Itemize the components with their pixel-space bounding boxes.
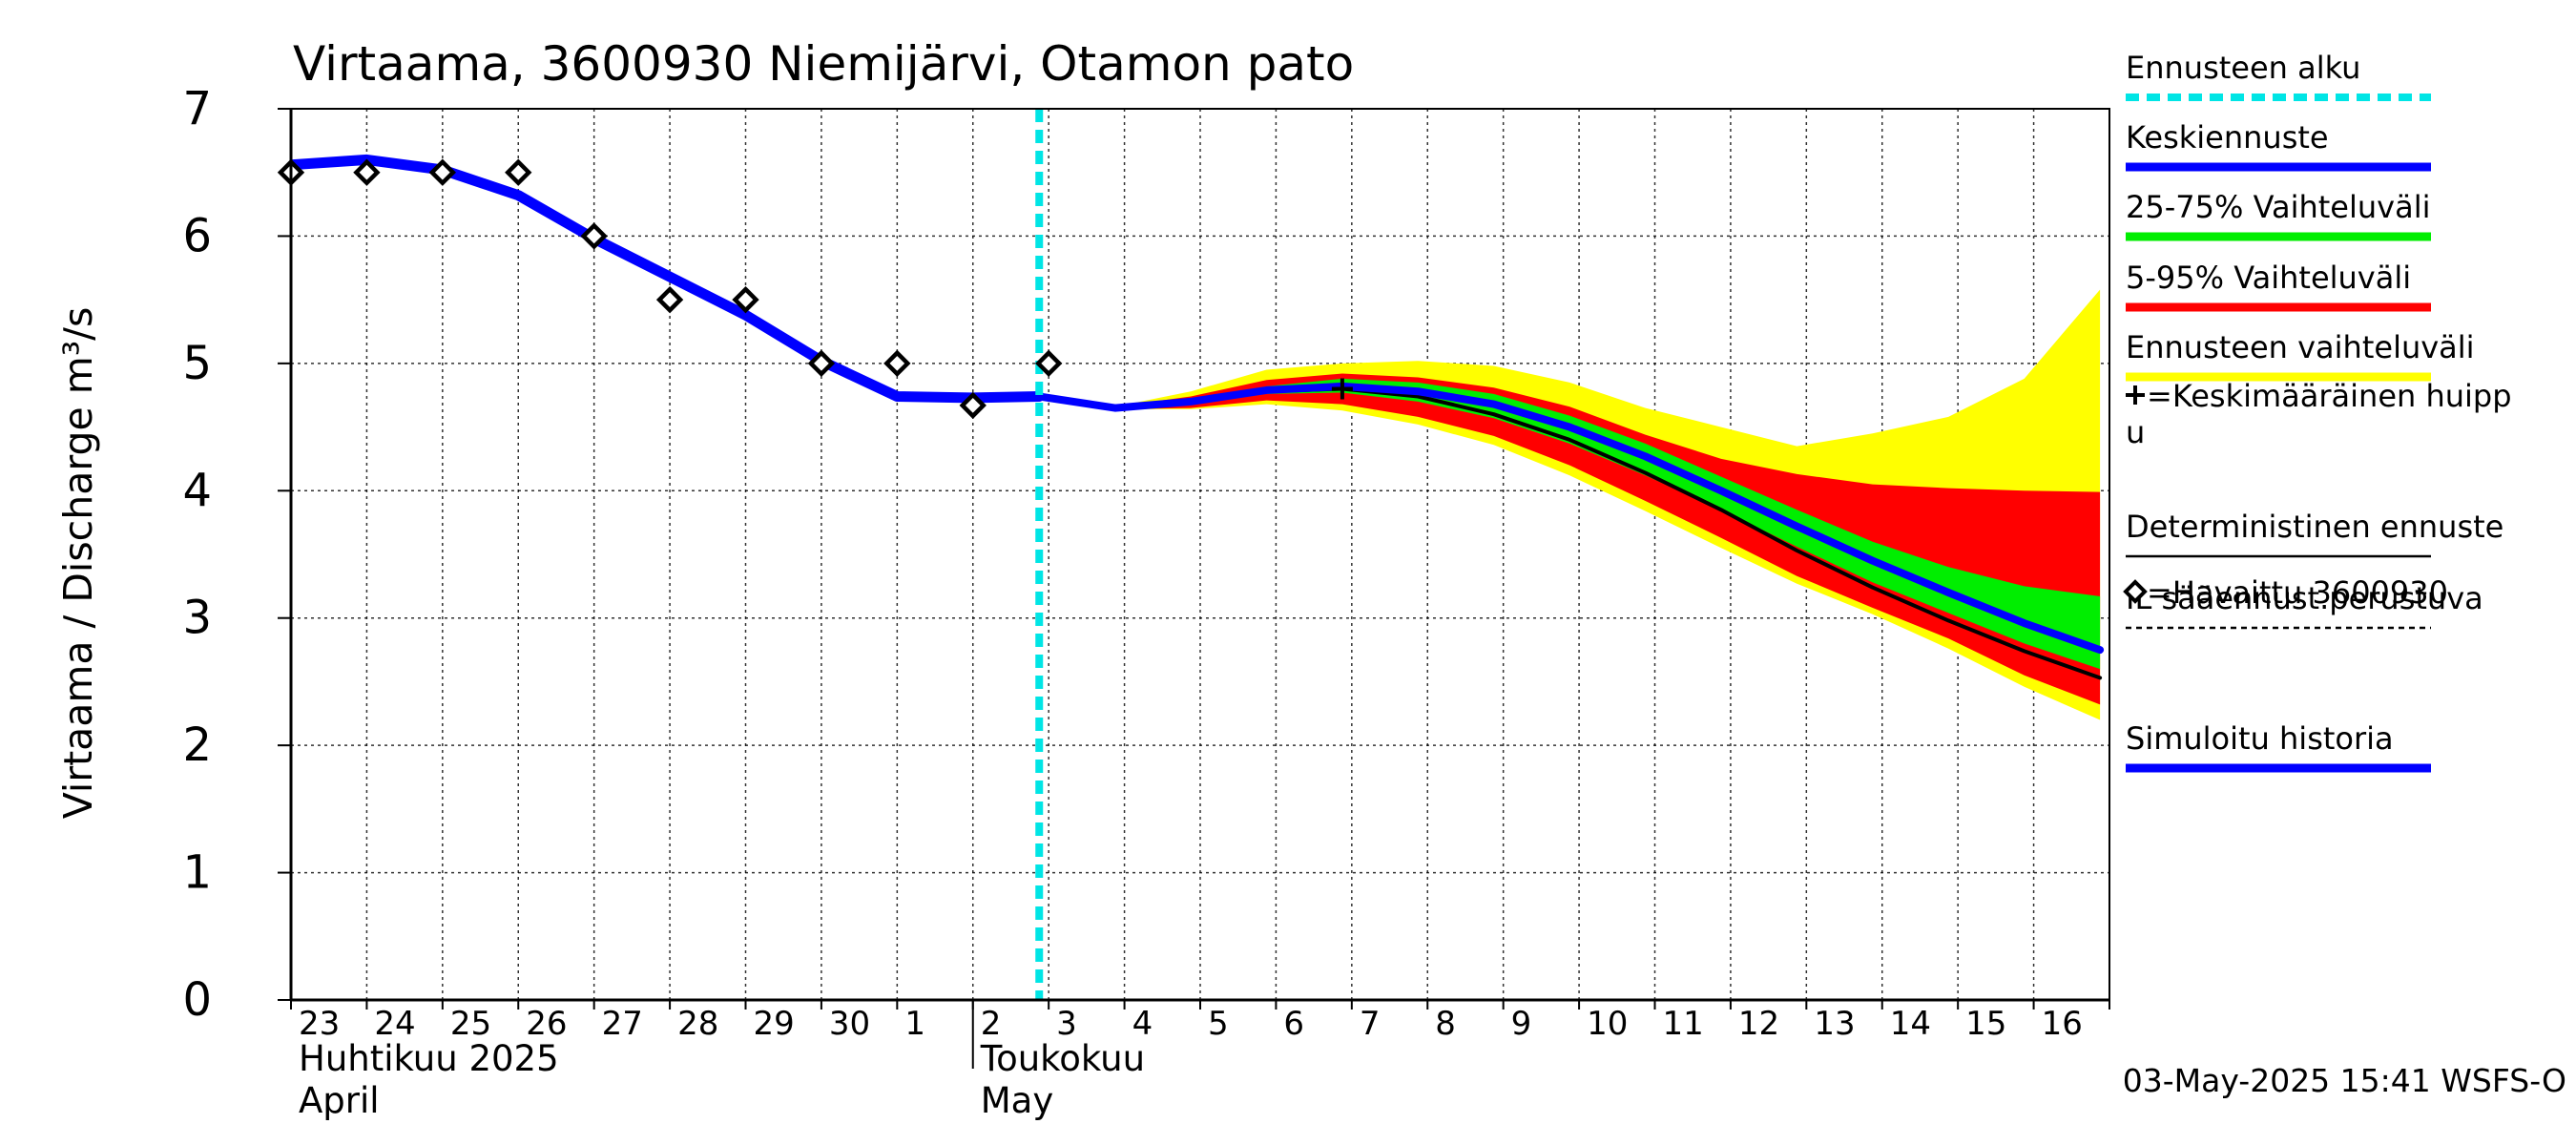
legend-label: 5-95% Vaihteluväli: [2126, 260, 2411, 296]
x-tick-label: 26: [526, 1005, 567, 1043]
x-tick-label: 14: [1890, 1005, 1931, 1043]
legend-label: 25-75% Vaihteluväli: [2126, 189, 2430, 225]
observed-point: [580, 222, 608, 250]
legend-label: Keskiennuste: [2126, 119, 2329, 156]
y-tick-label: 6: [182, 209, 212, 262]
x-tick-label: 23: [299, 1005, 340, 1043]
x-tick-label: 29: [754, 1005, 795, 1043]
legend-item-green: 25-75% Vaihteluväli: [2126, 189, 2431, 241]
legend-label: Ennusteen vaihteluväli: [2126, 329, 2475, 365]
observed-point: [655, 285, 684, 314]
x-tick-label: 15: [1965, 1005, 2006, 1043]
x-tick-label: 13: [1814, 1005, 1855, 1043]
legend-label: Deterministinen ennuste: [2126, 509, 2503, 545]
y-tick-label: 5: [182, 337, 212, 390]
y-tick-label: 0: [182, 973, 212, 1027]
timestamp: 03-May-2025 15:41 WSFS-O: [2123, 1062, 2566, 1099]
y-tick-label: 1: [182, 846, 212, 900]
legend-diamond-icon: [2123, 579, 2148, 604]
observed-point: [353, 158, 381, 186]
legend-item-yellow: Ennusteen vaihteluväli: [2126, 329, 2475, 382]
observed-point: [959, 391, 987, 420]
legend-item-blue: Keskiennuste: [2126, 119, 2431, 172]
x-tick-label: 9: [1511, 1005, 1532, 1043]
x-tick-label: 6: [1283, 1005, 1304, 1043]
series-simulated-history: [291, 154, 1045, 404]
y-axis-label: Virtaama / Discharge m³/s: [55, 307, 101, 820]
x-tick-label: 7: [1360, 1005, 1381, 1043]
legend-label: =Havaittu 3600930: [2147, 574, 2448, 611]
x-tick-label: 8: [1435, 1005, 1456, 1043]
x-tick-label: 10: [1587, 1005, 1628, 1043]
legend-item-thin-black: Deterministinen ennuste: [2126, 509, 2503, 558]
x-tick-label: 25: [450, 1005, 491, 1043]
x-tick-label: 12: [1738, 1005, 1779, 1043]
month-label-fi: Huhtikuu 2025: [299, 1038, 559, 1079]
observed-point: [732, 285, 759, 314]
x-tick-label: 30: [829, 1005, 870, 1043]
observed-point: [1034, 349, 1063, 378]
x-tick-label: 11: [1663, 1005, 1704, 1043]
legend-plus-icon: [2126, 385, 2145, 405]
observed-point: [505, 158, 532, 186]
month-label-en: May: [981, 1080, 1054, 1121]
x-tick-label: 3: [1056, 1005, 1077, 1043]
legend-item-dashed-black: IL sääennust.perustuva: [2126, 580, 2483, 630]
month-label-en: April: [299, 1080, 380, 1121]
observed-point: [428, 158, 457, 186]
x-tick-label: 2: [981, 1005, 1002, 1043]
legend-label: IL sääennust.perustuva: [2126, 580, 2483, 616]
legend-item-dashed-cyan: Ennusteen alku: [2126, 50, 2431, 101]
legend-label-wrap: u: [2126, 414, 2145, 450]
x-tick-label: 24: [374, 1005, 415, 1043]
legend-label: Simuloitu historia: [2126, 720, 2394, 757]
x-tick-label: 4: [1132, 1005, 1153, 1043]
chart-title: Virtaama, 3600930 Niemijärvi, Otamon pat…: [293, 36, 1354, 92]
legend-item-diamond: =Havaittu 3600930: [2123, 574, 2448, 611]
y-tick-label: 2: [182, 718, 212, 772]
series-mean-forecast: [1035, 382, 2105, 655]
band-25-75-vaihteluv-li: [1039, 378, 2101, 670]
mean-peak-marker: [1331, 378, 1353, 400]
observed-point: [807, 349, 836, 378]
x-tick-label: 5: [1208, 1005, 1229, 1043]
x-tick-label: 28: [677, 1005, 718, 1043]
x-tick-label: 1: [904, 1005, 925, 1043]
legend-item-blue: Simuloitu historia: [2126, 720, 2431, 773]
legend-label: =Keskimääräinen huipp: [2147, 378, 2512, 414]
legend-label: Ennusteen alku: [2126, 50, 2360, 86]
x-tick-label: 27: [602, 1005, 643, 1043]
y-tick-label: 4: [182, 464, 212, 517]
month-label-fi: Toukokuu: [980, 1038, 1145, 1079]
y-tick-label: 3: [182, 592, 212, 645]
y-tick-label: 7: [182, 82, 212, 135]
x-tick-label: 16: [2042, 1005, 2083, 1043]
legend-item-red: 5-95% Vaihteluväli: [2126, 260, 2431, 312]
observed-point: [883, 349, 911, 378]
